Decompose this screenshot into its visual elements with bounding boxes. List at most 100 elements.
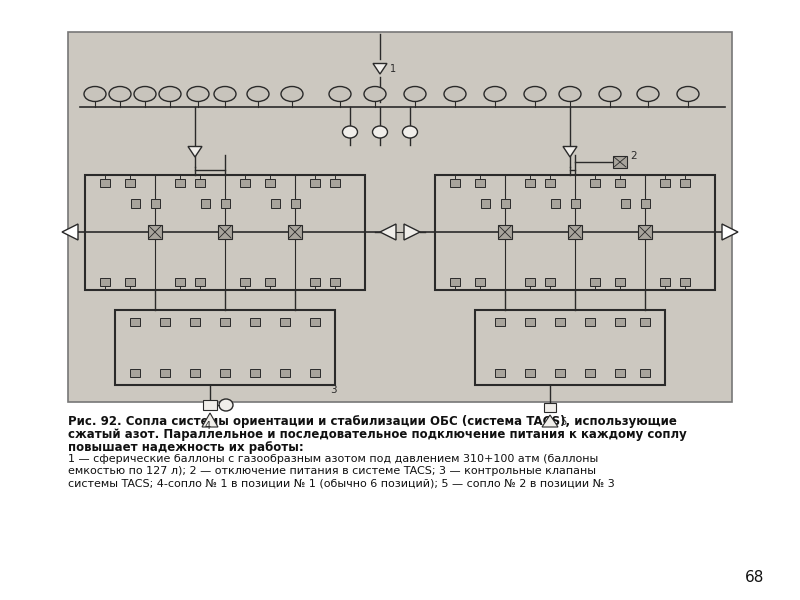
Bar — [495, 318, 505, 326]
Bar — [615, 318, 625, 326]
Bar — [115, 310, 335, 385]
Bar — [525, 179, 535, 187]
Ellipse shape — [402, 126, 418, 138]
Bar — [545, 278, 555, 286]
Bar — [130, 199, 139, 208]
Bar — [660, 179, 670, 187]
Bar — [310, 179, 320, 187]
Bar — [640, 318, 650, 326]
Bar — [100, 179, 110, 187]
Bar — [175, 278, 185, 286]
Bar — [240, 179, 250, 187]
Bar — [195, 179, 205, 187]
Bar — [615, 278, 625, 286]
Bar — [495, 369, 505, 377]
Bar — [201, 199, 210, 208]
Bar — [555, 318, 565, 326]
Bar — [160, 318, 170, 326]
Bar — [240, 278, 250, 286]
Bar — [280, 369, 290, 377]
Bar — [190, 318, 200, 326]
Ellipse shape — [342, 126, 358, 138]
Bar — [290, 199, 299, 208]
Ellipse shape — [134, 86, 156, 101]
Text: 1: 1 — [390, 64, 396, 74]
Ellipse shape — [214, 86, 236, 101]
Bar — [250, 369, 260, 377]
Bar — [475, 310, 665, 385]
Bar — [501, 199, 510, 208]
Bar — [615, 179, 625, 187]
Bar — [638, 225, 652, 239]
Ellipse shape — [373, 126, 387, 138]
Bar — [544, 403, 556, 412]
Text: 2: 2 — [630, 151, 637, 161]
Text: Рис. 92. Сопла системы ориентации и стабилизации ОБС (система TACS), использующи: Рис. 92. Сопла системы ориентации и стаб… — [68, 415, 677, 428]
Ellipse shape — [559, 86, 581, 101]
Bar — [330, 278, 340, 286]
Bar — [555, 369, 565, 377]
Bar — [175, 179, 185, 187]
Text: 3: 3 — [330, 385, 337, 395]
Ellipse shape — [247, 86, 269, 101]
Bar — [85, 175, 365, 290]
Bar — [310, 318, 320, 326]
Bar — [450, 179, 460, 187]
Bar — [130, 318, 140, 326]
Bar — [221, 199, 230, 208]
Bar — [680, 179, 690, 187]
Bar — [585, 369, 595, 377]
Ellipse shape — [364, 86, 386, 101]
Text: 4: 4 — [205, 421, 211, 431]
Bar — [270, 199, 279, 208]
Bar — [100, 278, 110, 286]
Bar — [220, 369, 230, 377]
Ellipse shape — [187, 86, 209, 101]
Bar — [498, 225, 512, 239]
Bar — [640, 369, 650, 377]
Ellipse shape — [637, 86, 659, 101]
Bar — [590, 179, 600, 187]
Bar — [545, 179, 555, 187]
Bar — [265, 179, 275, 187]
Bar — [475, 179, 485, 187]
Bar — [570, 199, 579, 208]
Bar — [310, 278, 320, 286]
Bar — [590, 278, 600, 286]
Bar — [250, 318, 260, 326]
Polygon shape — [202, 413, 218, 427]
Bar — [148, 225, 162, 239]
Ellipse shape — [159, 86, 181, 101]
Bar — [130, 369, 140, 377]
Text: сжатый азот. Параллельное и последовательное подключение питания к каждому соплу: сжатый азот. Параллельное и последовател… — [68, 428, 686, 441]
Ellipse shape — [219, 399, 233, 411]
Ellipse shape — [404, 86, 426, 101]
Bar — [218, 225, 232, 239]
Ellipse shape — [524, 86, 546, 101]
Bar — [615, 369, 625, 377]
Bar — [125, 179, 135, 187]
Bar — [475, 278, 485, 286]
Bar — [525, 318, 535, 326]
Polygon shape — [380, 224, 396, 240]
Bar — [525, 369, 535, 377]
Bar — [660, 278, 670, 286]
Polygon shape — [542, 415, 558, 427]
Ellipse shape — [281, 86, 303, 101]
Bar — [150, 199, 159, 208]
Bar — [568, 225, 582, 239]
Ellipse shape — [109, 86, 131, 101]
Ellipse shape — [677, 86, 699, 101]
Text: емкостью по 127 л); 2 — отключение питания в системе TACS; 3 — контрольные клапа: емкостью по 127 л); 2 — отключение питан… — [68, 466, 596, 476]
Bar — [195, 278, 205, 286]
Polygon shape — [188, 146, 202, 157]
Bar — [330, 179, 340, 187]
Bar — [641, 199, 650, 208]
Bar — [265, 278, 275, 286]
Bar — [310, 369, 320, 377]
Ellipse shape — [599, 86, 621, 101]
Text: 5: 5 — [560, 417, 566, 427]
Ellipse shape — [84, 86, 106, 101]
Polygon shape — [373, 64, 387, 74]
Polygon shape — [404, 224, 420, 240]
